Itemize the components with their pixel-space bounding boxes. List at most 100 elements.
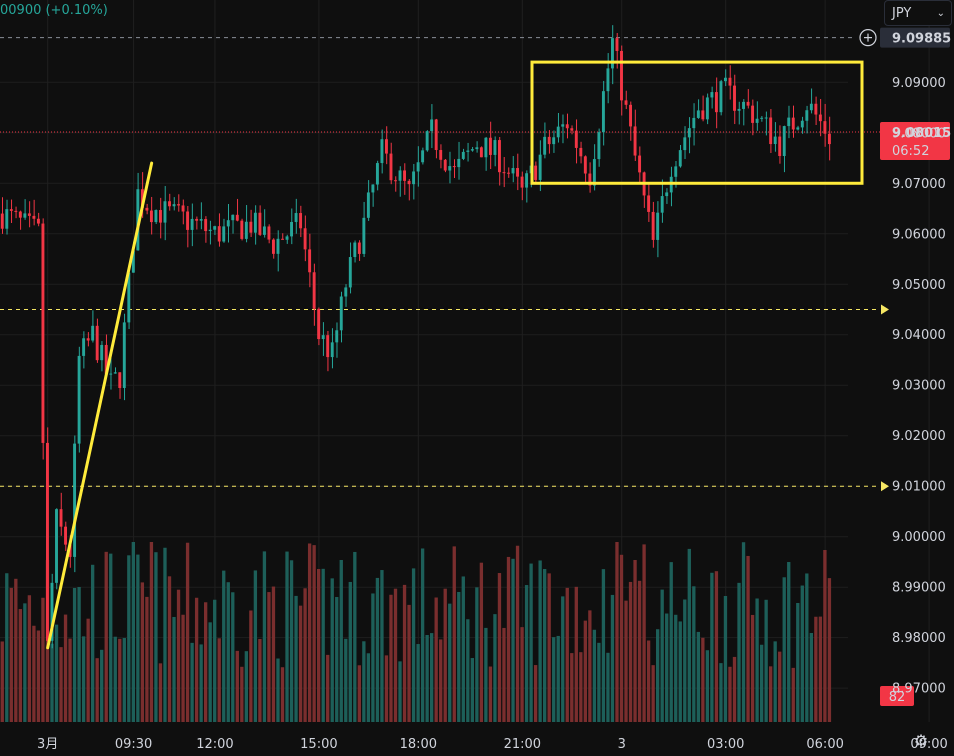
volume-bar bbox=[511, 558, 515, 722]
candle-body bbox=[14, 210, 18, 212]
gear-icon[interactable]: ⚙ bbox=[913, 731, 929, 750]
volume-bar bbox=[398, 661, 402, 722]
rectangle-drawing bbox=[530, 60, 864, 185]
volume-bar bbox=[226, 582, 230, 722]
candle-body bbox=[272, 239, 275, 254]
candle-body bbox=[375, 163, 379, 185]
volume-bar bbox=[506, 556, 511, 722]
candle-body bbox=[484, 137, 488, 158]
candle-body bbox=[416, 162, 420, 172]
volume-bar bbox=[805, 573, 809, 722]
candle-body bbox=[624, 100, 628, 105]
volume-bar bbox=[149, 542, 154, 722]
candle-body bbox=[303, 228, 307, 250]
volume-bar bbox=[773, 641, 777, 722]
candle-body bbox=[687, 128, 691, 138]
volume-bar bbox=[443, 588, 447, 722]
volume-bars bbox=[0, 542, 832, 722]
candle-body bbox=[226, 220, 230, 227]
candle-body bbox=[195, 218, 199, 221]
volume-bar bbox=[669, 562, 673, 722]
volume-bar bbox=[240, 666, 244, 722]
candle-body bbox=[394, 180, 397, 182]
candle-body bbox=[290, 221, 293, 237]
candle-body bbox=[145, 207, 149, 211]
volume-bar bbox=[176, 589, 181, 722]
time-tick-label: 12:00 bbox=[196, 737, 233, 752]
candle-body bbox=[204, 219, 208, 232]
volume-bar bbox=[217, 638, 221, 722]
volume-bar bbox=[597, 642, 601, 722]
candle-body bbox=[588, 173, 592, 186]
candle-body bbox=[511, 168, 515, 174]
candle-body bbox=[36, 218, 40, 224]
candle-body bbox=[267, 226, 271, 240]
time-tick-label: 21:00 bbox=[504, 737, 541, 752]
candle-body bbox=[385, 139, 388, 154]
candle-body bbox=[556, 126, 560, 138]
volume-bar bbox=[267, 592, 271, 722]
candle-body bbox=[430, 119, 434, 132]
volume-bar bbox=[231, 592, 235, 722]
candle-body bbox=[809, 103, 813, 111]
volume-bar bbox=[420, 548, 425, 722]
volume-bar bbox=[375, 577, 380, 722]
volume-bar bbox=[574, 586, 578, 722]
candle-body bbox=[0, 213, 4, 229]
candle-body bbox=[434, 119, 438, 151]
volume-bar bbox=[547, 573, 551, 722]
volume-bar bbox=[366, 653, 371, 722]
candle-body bbox=[520, 176, 524, 188]
candle-body bbox=[620, 50, 623, 101]
volume-bar bbox=[448, 603, 452, 722]
volume-bar bbox=[728, 666, 732, 722]
candle-body bbox=[452, 166, 456, 168]
volume-bar bbox=[823, 549, 827, 722]
volume-bar bbox=[393, 588, 398, 722]
candle-body bbox=[199, 219, 203, 221]
volume-bar bbox=[651, 665, 655, 722]
volume-bar bbox=[253, 570, 258, 722]
candle-body bbox=[172, 204, 176, 207]
volume-bar bbox=[104, 551, 108, 722]
volume-bar bbox=[167, 576, 172, 722]
drawing-annotations bbox=[46, 60, 864, 650]
volume-bar bbox=[312, 545, 316, 722]
volume-bar bbox=[95, 658, 99, 722]
candle-body bbox=[696, 110, 700, 118]
candle-body bbox=[217, 226, 221, 242]
volume-bar bbox=[113, 636, 117, 722]
volume-bar bbox=[674, 614, 678, 722]
candle-body bbox=[32, 215, 36, 219]
candle-body bbox=[285, 236, 289, 240]
volume-bar bbox=[339, 560, 343, 722]
volume-bar bbox=[371, 593, 375, 722]
price-tick-label: 9.00000 bbox=[892, 530, 946, 545]
candle-body bbox=[498, 140, 501, 173]
candle-body bbox=[475, 147, 479, 150]
volume-bar bbox=[791, 667, 795, 722]
candle-body bbox=[366, 192, 370, 218]
volume-bar bbox=[592, 629, 597, 722]
volume-bar bbox=[637, 580, 642, 722]
volume-bar bbox=[615, 542, 619, 722]
currency-select[interactable]: JPY ⌄ bbox=[884, 0, 952, 26]
candle-body bbox=[109, 373, 113, 375]
volume-bar bbox=[14, 578, 18, 722]
volume-bar bbox=[796, 602, 800, 722]
volume-bar bbox=[778, 651, 782, 722]
candle-body bbox=[683, 137, 687, 151]
candle-body bbox=[719, 81, 723, 113]
volume-bar bbox=[461, 576, 465, 722]
volume-bar bbox=[425, 634, 429, 722]
candle-body bbox=[357, 242, 361, 254]
candle-body bbox=[714, 92, 718, 113]
candle-body bbox=[629, 104, 632, 127]
candle-body bbox=[773, 136, 777, 145]
volume-bar bbox=[732, 656, 737, 722]
candle-body bbox=[330, 342, 334, 358]
volume-bar bbox=[579, 652, 583, 722]
reference-lines: 9.09885 9.08015 06:52 82 bbox=[0, 27, 951, 706]
volume-bar bbox=[710, 572, 714, 722]
